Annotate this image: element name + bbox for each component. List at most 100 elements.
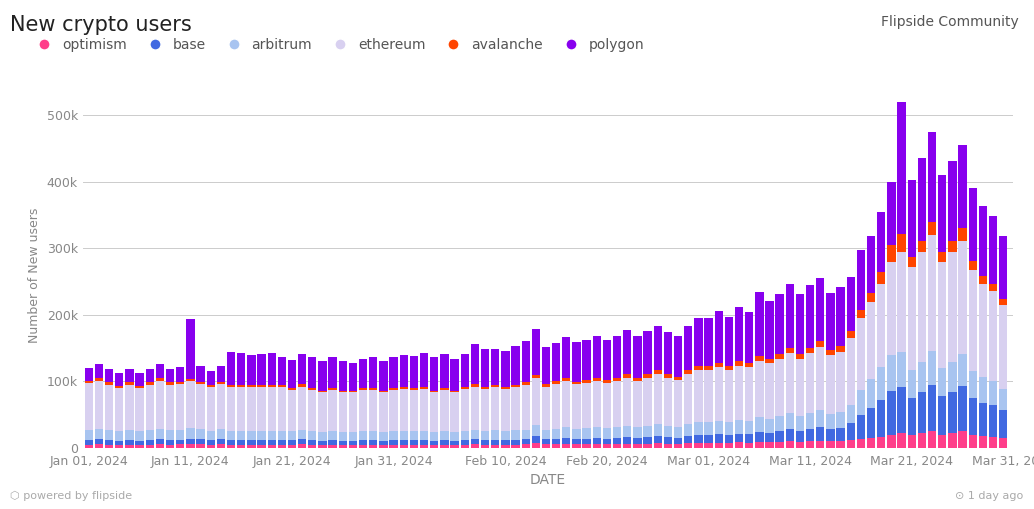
Bar bbox=[765, 442, 773, 448]
Bar bbox=[582, 383, 590, 428]
Bar bbox=[765, 301, 773, 359]
Bar bbox=[653, 374, 662, 424]
Bar bbox=[390, 444, 398, 448]
Bar bbox=[704, 371, 712, 422]
Bar bbox=[624, 378, 632, 426]
Bar bbox=[613, 444, 621, 448]
Bar bbox=[796, 431, 804, 442]
Bar bbox=[298, 430, 306, 439]
Bar bbox=[125, 369, 133, 382]
Bar bbox=[451, 441, 459, 445]
Bar bbox=[674, 438, 682, 444]
Bar bbox=[664, 332, 672, 375]
Bar bbox=[186, 428, 194, 439]
Bar bbox=[298, 354, 306, 384]
Bar bbox=[714, 420, 723, 434]
Bar bbox=[146, 385, 154, 430]
Bar bbox=[755, 361, 763, 417]
Bar bbox=[176, 384, 184, 430]
Bar bbox=[430, 445, 438, 448]
Bar bbox=[512, 385, 520, 387]
Bar bbox=[816, 441, 824, 448]
Text: ⬡ powered by flipside: ⬡ powered by flipside bbox=[10, 491, 132, 501]
Bar bbox=[796, 354, 804, 359]
Bar bbox=[521, 385, 529, 430]
Bar bbox=[125, 385, 133, 430]
Bar bbox=[572, 439, 581, 444]
Bar bbox=[857, 318, 865, 390]
Bar bbox=[572, 444, 581, 448]
Bar bbox=[978, 206, 987, 276]
Bar bbox=[989, 284, 997, 291]
Bar bbox=[247, 385, 255, 387]
Bar bbox=[847, 277, 855, 331]
Bar bbox=[572, 384, 581, 429]
Bar bbox=[887, 355, 895, 391]
Bar bbox=[837, 347, 845, 352]
Bar bbox=[531, 378, 540, 425]
Bar bbox=[196, 384, 205, 429]
Bar bbox=[125, 430, 133, 440]
Bar bbox=[746, 312, 754, 363]
Bar bbox=[898, 44, 906, 234]
Bar bbox=[135, 386, 144, 388]
Bar bbox=[339, 392, 347, 432]
Bar bbox=[898, 433, 906, 448]
Bar bbox=[552, 439, 560, 444]
Bar bbox=[196, 366, 205, 382]
Bar bbox=[95, 444, 103, 448]
Bar bbox=[237, 431, 245, 440]
Bar bbox=[746, 420, 754, 434]
Bar bbox=[603, 428, 611, 439]
Bar bbox=[725, 317, 733, 366]
Bar bbox=[512, 444, 520, 448]
Bar bbox=[755, 442, 763, 448]
Bar bbox=[592, 336, 601, 378]
Bar bbox=[542, 387, 550, 430]
Bar bbox=[898, 387, 906, 433]
Bar bbox=[420, 431, 428, 440]
Bar bbox=[186, 381, 194, 428]
Bar bbox=[379, 391, 388, 392]
Bar bbox=[165, 385, 175, 430]
Bar bbox=[247, 355, 255, 385]
Bar bbox=[491, 349, 499, 385]
Bar bbox=[95, 429, 103, 439]
Bar bbox=[786, 441, 794, 448]
Bar bbox=[735, 365, 743, 420]
Bar bbox=[633, 336, 641, 378]
Bar bbox=[664, 437, 672, 444]
Bar bbox=[714, 434, 723, 443]
Bar bbox=[572, 382, 581, 384]
Bar bbox=[592, 438, 601, 444]
Bar bbox=[552, 381, 560, 384]
Bar bbox=[247, 431, 255, 440]
Bar bbox=[805, 441, 815, 448]
Bar bbox=[887, 435, 895, 448]
Bar bbox=[786, 353, 794, 413]
Bar bbox=[613, 438, 621, 444]
Bar bbox=[918, 158, 926, 241]
Bar bbox=[85, 383, 93, 430]
Bar bbox=[105, 440, 114, 444]
Bar bbox=[521, 444, 529, 448]
Bar bbox=[135, 374, 144, 386]
Bar bbox=[399, 389, 408, 431]
Bar bbox=[348, 441, 357, 445]
Bar bbox=[948, 433, 956, 448]
Bar bbox=[786, 284, 794, 348]
Bar bbox=[420, 353, 428, 387]
Bar bbox=[278, 431, 286, 440]
Bar bbox=[217, 366, 225, 382]
Bar bbox=[481, 387, 489, 389]
Bar bbox=[999, 438, 1007, 448]
Bar bbox=[348, 391, 357, 392]
Bar bbox=[826, 355, 834, 414]
Bar bbox=[207, 387, 215, 431]
Bar bbox=[348, 445, 357, 448]
Bar bbox=[451, 392, 459, 432]
Bar bbox=[125, 382, 133, 385]
Bar bbox=[278, 444, 286, 448]
Bar bbox=[887, 245, 895, 262]
Bar bbox=[247, 387, 255, 431]
